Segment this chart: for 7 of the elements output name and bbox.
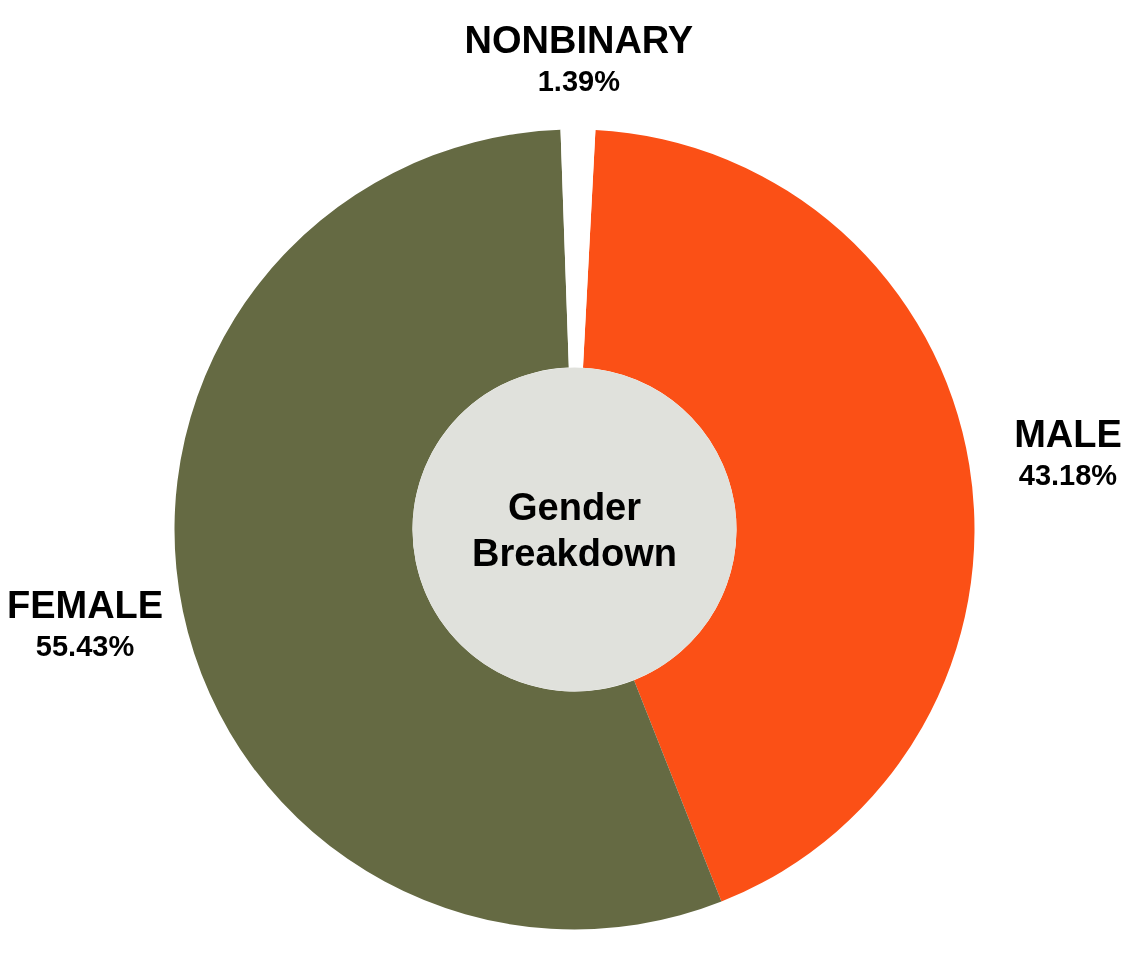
text: Gender Breakdown (472, 485, 677, 574)
data-label: 55.43% (35, 630, 135, 663)
data-label: 1.39% (537, 64, 621, 97)
slice-label: NONBINARY (464, 18, 694, 61)
data-label: 43.18% (1018, 458, 1118, 491)
slice-label: MALE (1014, 412, 1122, 455)
slice-label: FEMALE (6, 584, 164, 627)
